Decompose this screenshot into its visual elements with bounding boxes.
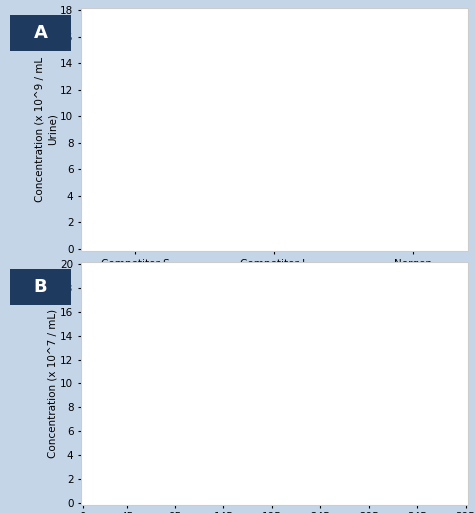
Competitor S xyxy=(385,500,391,506)
Text: 3.57: 3.57 xyxy=(260,221,289,234)
Competitor L xyxy=(467,500,473,506)
Competitor L xyxy=(258,486,264,492)
Norgen xyxy=(385,500,391,506)
Competitor L xyxy=(100,500,106,506)
Norgen xyxy=(456,500,462,506)
Legend: Competitor L, Competitor S, Norgen: Competitor L, Competitor S, Norgen xyxy=(348,269,460,320)
Competitor S xyxy=(80,500,86,506)
Norgen xyxy=(80,500,86,506)
Text: 145: 145 xyxy=(206,357,226,367)
Competitor S xyxy=(258,497,264,503)
Text: 10.20: 10.20 xyxy=(117,195,154,208)
Line: Norgen: Norgen xyxy=(83,280,470,503)
Text: 115: 115 xyxy=(184,267,204,278)
Competitor S xyxy=(467,500,473,506)
Norgen xyxy=(467,500,473,506)
Competitor L xyxy=(80,500,86,506)
Text: A: A xyxy=(33,24,48,43)
Competitor S xyxy=(143,401,149,407)
Competitor S xyxy=(456,500,462,506)
Norgen xyxy=(456,500,462,506)
Text: 105: 105 xyxy=(173,365,193,375)
Competitor S xyxy=(100,500,106,506)
Text: 145: 145 xyxy=(217,420,237,430)
Text: 65: 65 xyxy=(140,395,152,405)
Norgen xyxy=(269,462,275,468)
Competitor L xyxy=(269,479,275,485)
Norgen xyxy=(192,277,198,283)
Text: 16.72: 16.72 xyxy=(395,198,432,211)
Competitor L xyxy=(183,371,189,377)
Competitor S xyxy=(456,500,462,506)
Competitor L xyxy=(456,500,462,506)
Line: Competitor L: Competitor L xyxy=(83,374,470,503)
Competitor L xyxy=(385,500,391,506)
Bar xyxy=(239,202,309,249)
Bar xyxy=(379,27,448,249)
Text: B: B xyxy=(34,278,47,297)
Bar xyxy=(101,114,170,249)
Norgen xyxy=(100,500,106,506)
Text: 145: 145 xyxy=(217,459,237,469)
Y-axis label: Concentration (x 10^7 / mL): Concentration (x 10^7 / mL) xyxy=(48,309,57,458)
Competitor S xyxy=(269,498,275,504)
Norgen xyxy=(258,456,264,462)
Y-axis label: Concentration (x 10^9 / mL
Urine): Concentration (x 10^9 / mL Urine) xyxy=(34,57,57,202)
Competitor L xyxy=(456,500,462,506)
Line: Competitor S: Competitor S xyxy=(83,404,470,503)
